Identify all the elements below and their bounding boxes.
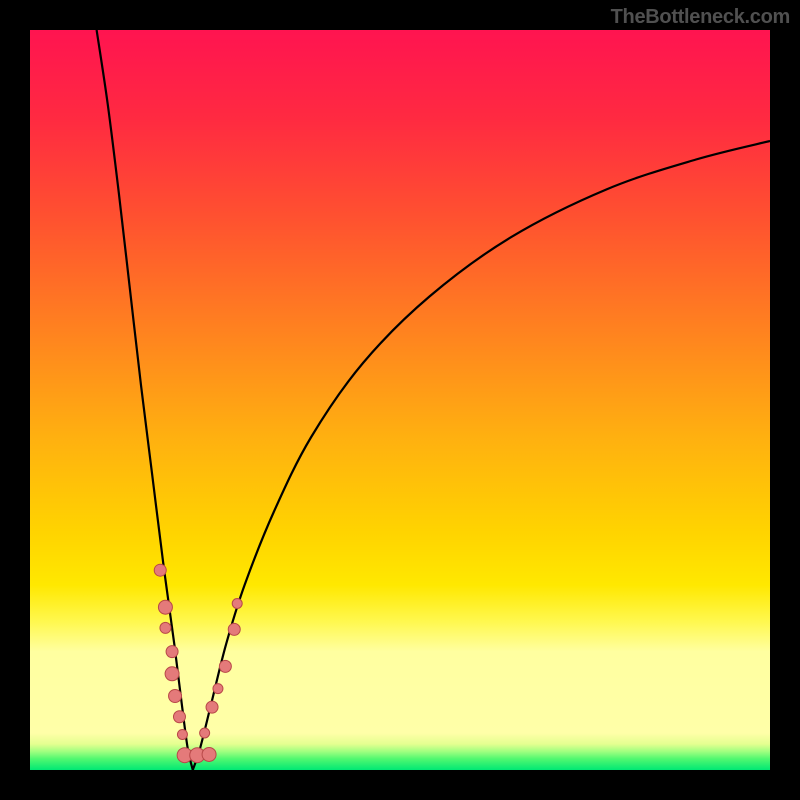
data-marker	[158, 600, 172, 614]
bottleneck-curve-chart	[30, 30, 770, 770]
chart-container: TheBottleneck.com	[0, 0, 800, 800]
data-marker	[228, 623, 240, 635]
data-marker	[206, 701, 218, 713]
data-marker	[160, 622, 171, 633]
data-marker	[202, 747, 216, 761]
data-marker	[169, 690, 182, 703]
data-marker	[166, 646, 178, 658]
data-marker	[213, 684, 223, 694]
data-marker	[154, 564, 166, 576]
data-marker	[232, 599, 242, 609]
data-marker	[173, 711, 185, 723]
gradient-background	[30, 30, 770, 770]
data-marker	[219, 660, 231, 672]
data-marker	[200, 728, 210, 738]
data-marker	[177, 729, 187, 739]
watermark-text: TheBottleneck.com	[611, 6, 790, 29]
data-marker	[165, 667, 179, 681]
